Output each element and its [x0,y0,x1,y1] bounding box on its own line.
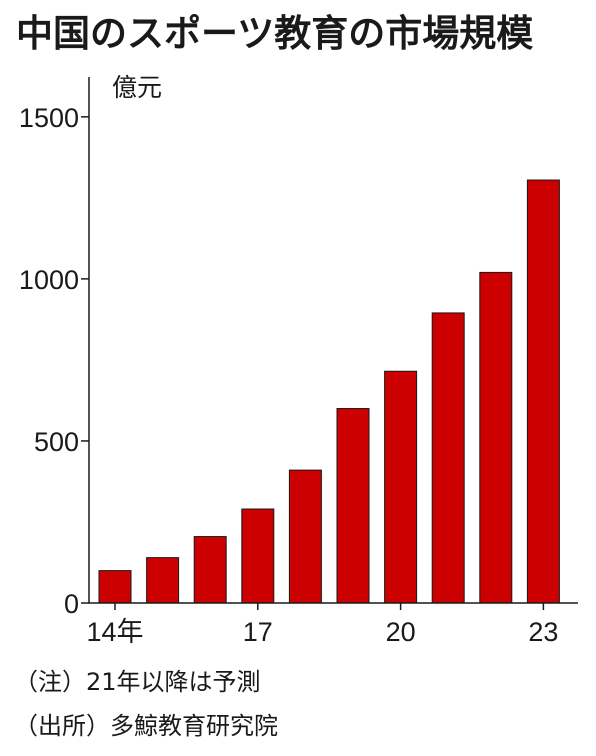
y-tick-label-1500: 1500 [19,103,79,133]
bar-21 [431,312,465,604]
chart-title: 中国のスポーツ教育の市場規模 [16,12,533,55]
x-tick-label-23: 23 [528,617,558,647]
y-tick-label-0: 0 [64,589,79,619]
bar-16 [193,536,227,604]
x-tick-label-17: 17 [243,617,273,647]
axes [88,77,578,604]
bar-17 [241,508,275,604]
y-axis-unit: 億元 [112,73,162,102]
bar-23 [526,179,560,604]
y-axis-ticks: 0 500 1000 1500 [19,103,89,619]
bar-15 [146,557,180,604]
bar-18 [288,469,322,604]
bar-14 [98,570,132,604]
x-tick-label-14: 14年 [86,617,143,647]
note-source: （出所）多鯨教育研究院 [14,712,278,740]
y-tick-label-500: 500 [34,427,79,457]
x-tick-label-20: 20 [386,617,416,647]
y-tick-label-1000: 1000 [19,265,79,295]
bar-20 [384,370,418,604]
note-forecast: （注）21年以降は予測 [14,668,261,696]
bar-19 [336,408,370,604]
bars [98,179,560,604]
x-axis-ticks: 14年 17 20 23 [86,603,558,647]
bar-22 [479,271,513,604]
